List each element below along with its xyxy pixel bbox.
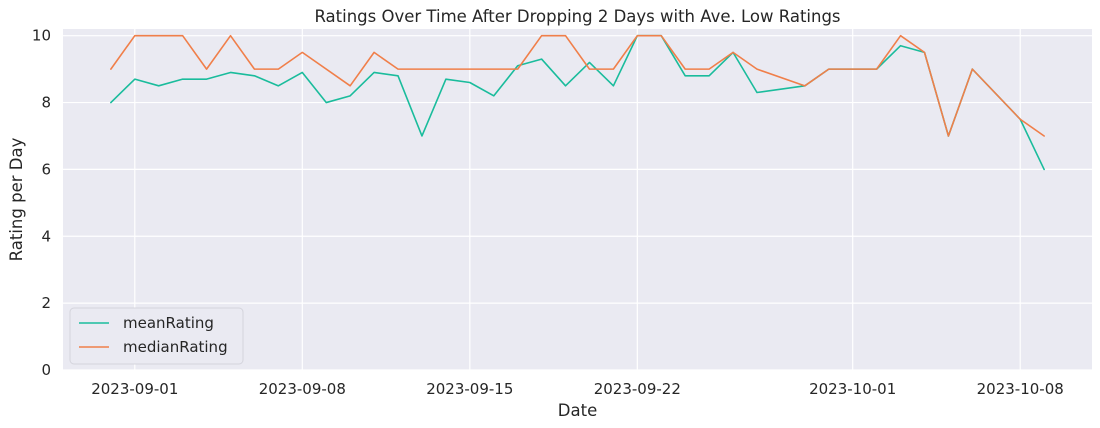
series-lines <box>110 34 1045 171</box>
x-tick-label: 2023-09-01 <box>91 380 178 398</box>
y-tick-label: 6 <box>41 160 51 178</box>
y-tick-label: 10 <box>32 27 51 45</box>
y-tick-label: 2 <box>41 294 51 312</box>
tick-labels: 2023-09-01 2023-09-08 2023-09-15 2023-09-22… <box>32 27 1064 398</box>
series-line-medianRating <box>110 34 1045 137</box>
x-tick-label: 2023-09-15 <box>426 380 513 398</box>
y-axis-title: Rating per Day <box>7 137 26 261</box>
chart-title: Ratings Over Time After Dropping 2 Days … <box>314 7 840 26</box>
x-axis-title: Date <box>558 401 597 420</box>
y-tick-label: 4 <box>41 227 51 245</box>
x-tick-label: 2023-09-08 <box>259 380 346 398</box>
x-tick-label: 2023-10-01 <box>809 380 896 398</box>
legend-label-medianRating: medianRating <box>123 338 228 356</box>
legend-box <box>69 307 244 365</box>
x-tick-label: 2023-09-22 <box>594 380 681 398</box>
legend-label-meanRating: meanRating <box>123 314 214 332</box>
legend: meanRating medianRating <box>69 307 244 365</box>
x-tick-label: 2023-10-08 <box>977 380 1064 398</box>
y-tick-label: 8 <box>41 94 51 112</box>
y-tick-label: 0 <box>41 361 51 379</box>
